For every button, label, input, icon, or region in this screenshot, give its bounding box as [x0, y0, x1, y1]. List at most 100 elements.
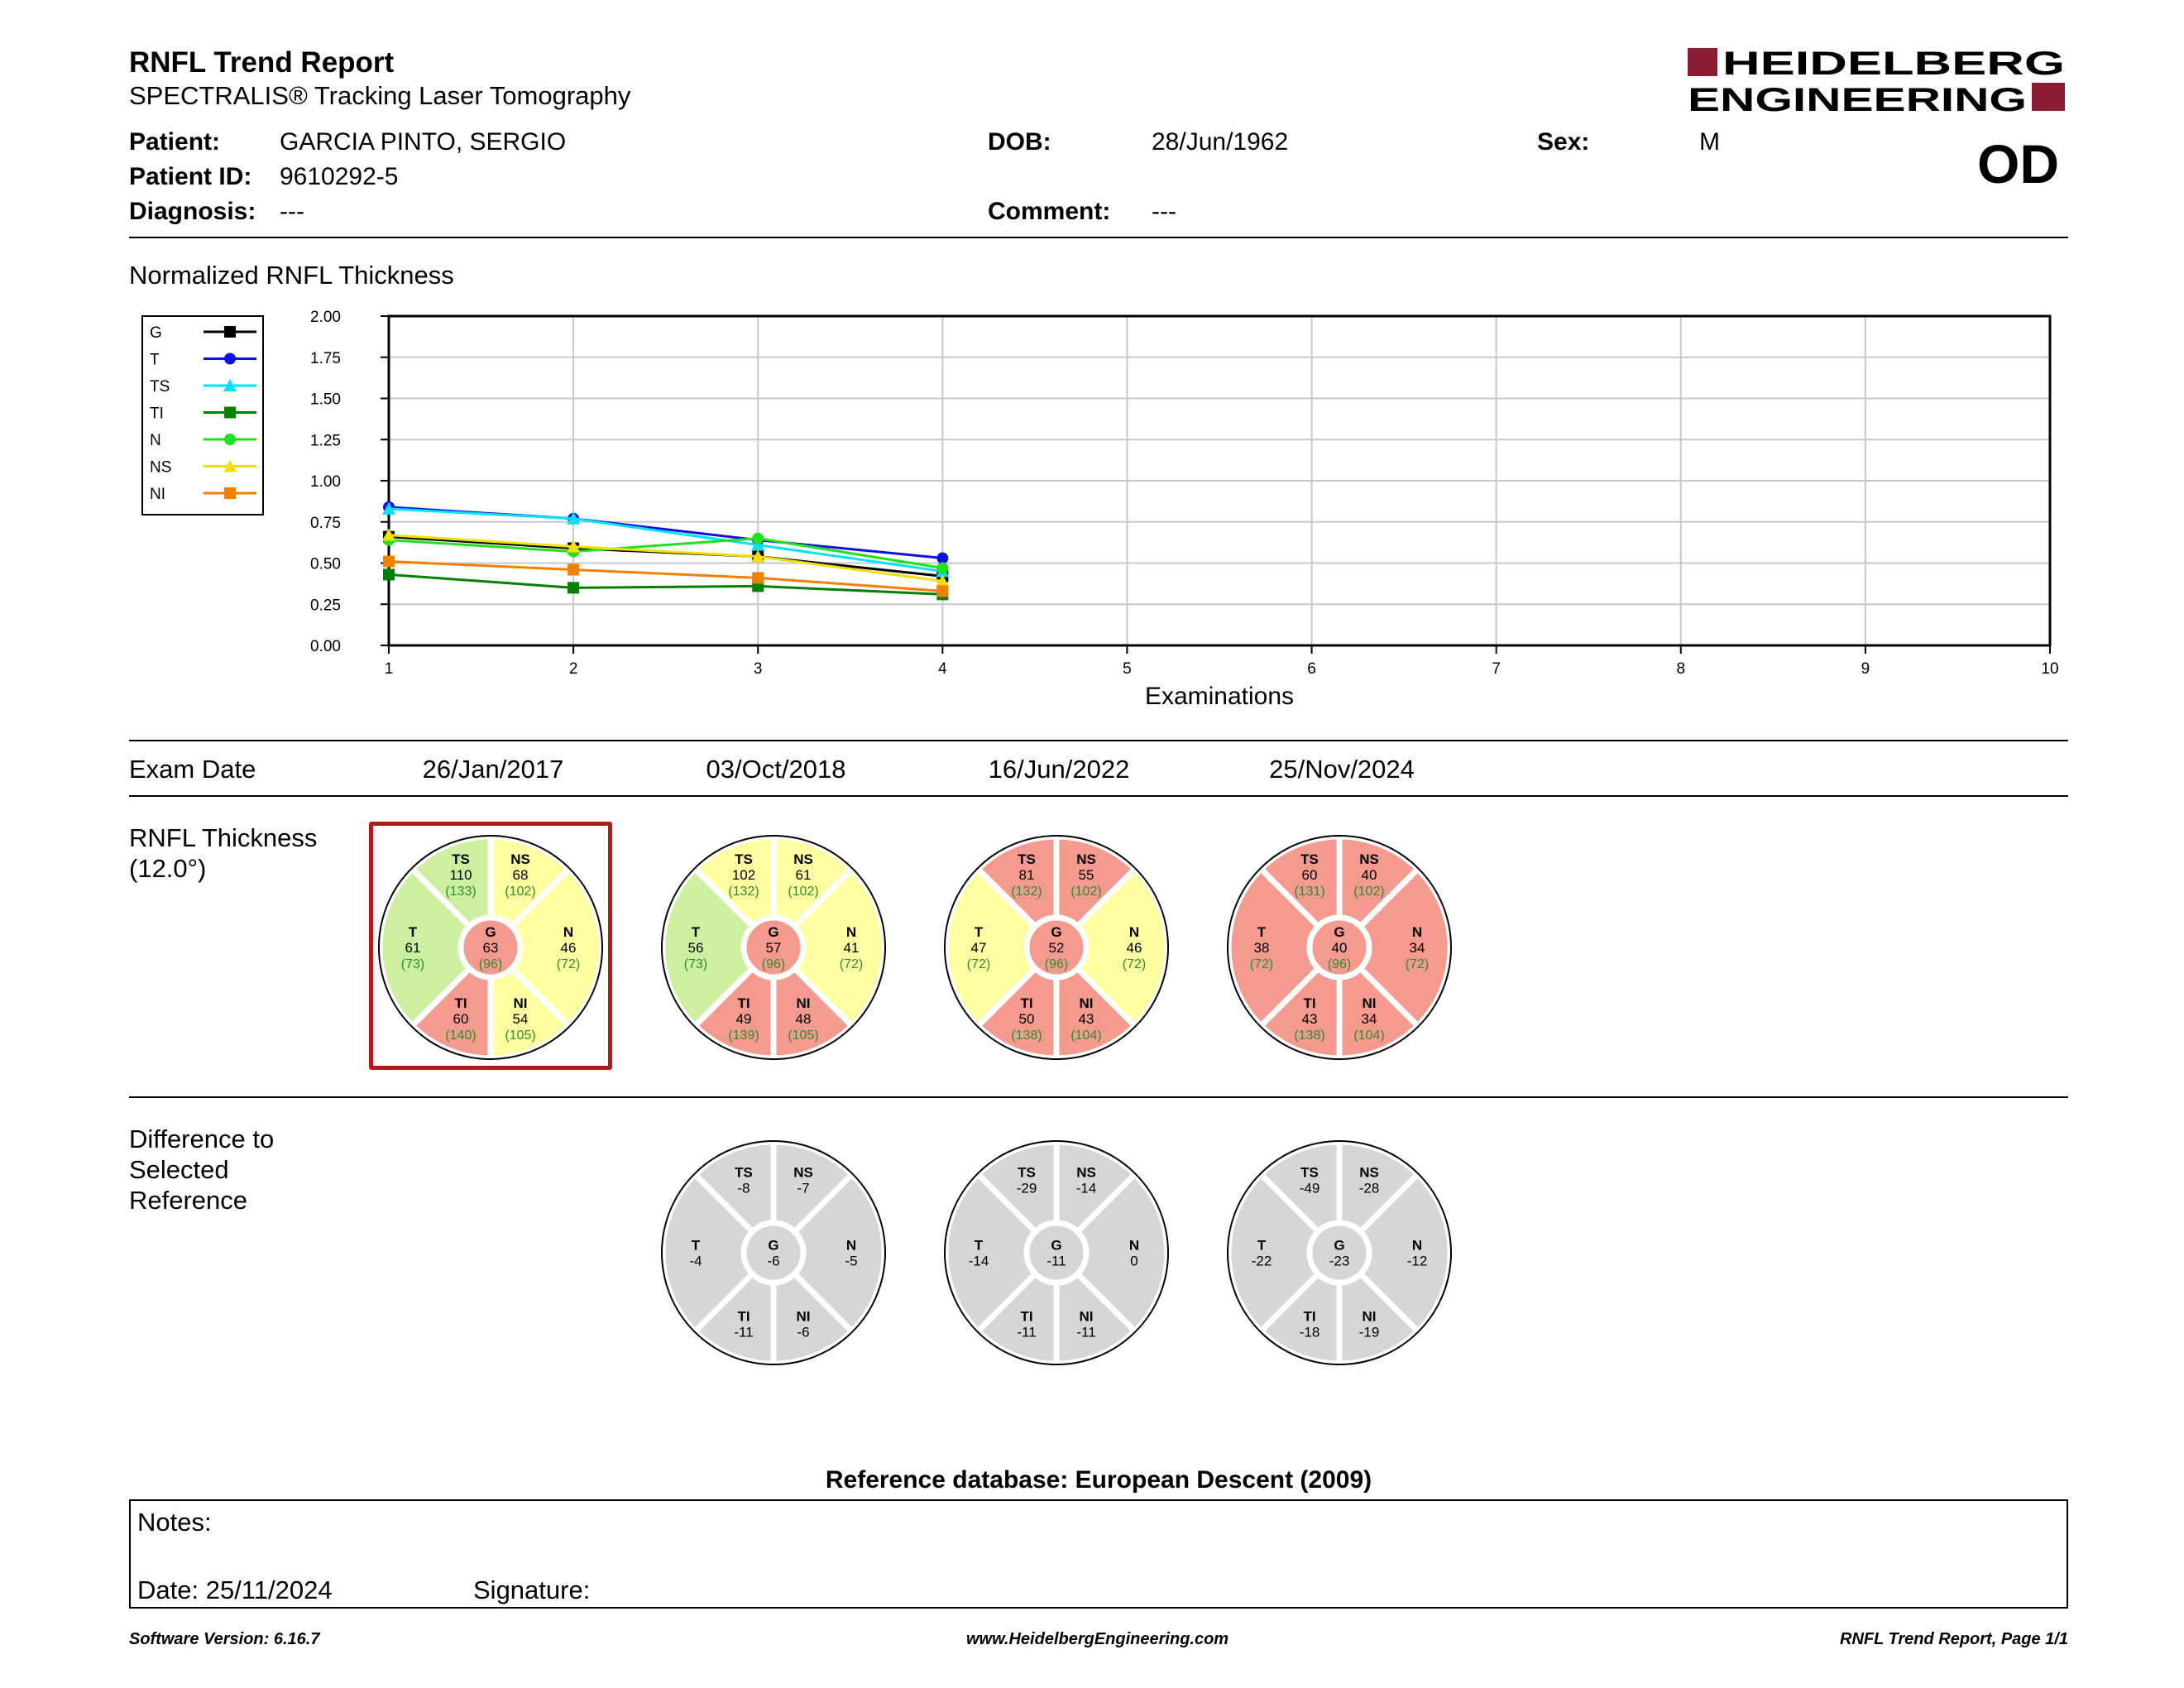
- y-tick-label: 1.50: [310, 391, 341, 409]
- difference-chart-4: TS-49 NS-28 T-22 G-23 N-12 TI-18 NI-19: [1225, 1139, 1454, 1367]
- sector-ts-name: TS: [452, 851, 470, 867]
- sector-g-name: G: [485, 924, 496, 940]
- sector-n-name: N: [846, 924, 856, 940]
- sex-value: M: [1699, 128, 1720, 156]
- sector-ns-name: NS: [1076, 851, 1096, 867]
- sector-ts-normal: (132): [1011, 885, 1042, 899]
- sector-n-name: N: [563, 924, 573, 940]
- sector-g-name: G: [1334, 924, 1344, 940]
- sector-t-name: T: [409, 924, 418, 940]
- sector-ns-name: NS: [510, 851, 530, 867]
- data-point-ni: [568, 563, 580, 576]
- sector-g-value: -23: [1329, 1254, 1350, 1269]
- x-tick-label: 6: [1307, 660, 1316, 678]
- sector-t-name: T: [1257, 924, 1267, 940]
- sector-ni-name: NI: [1363, 995, 1377, 1011]
- data-point-ni: [383, 555, 395, 568]
- sector-t-normal: (72): [1250, 957, 1273, 971]
- sector-g-value: -11: [1046, 1254, 1066, 1269]
- data-point-ns: [382, 528, 395, 541]
- heidelberg-logo: HEIDELBERG ENGINEERING: [1688, 45, 2068, 118]
- sector-ni-normal: (104): [1070, 1029, 1101, 1043]
- rnfl-chart-4: TS60(131)NS40(102)T38(72)G40(96)N34(72)T…: [1225, 833, 1454, 1062]
- data-point-ti: [383, 568, 395, 581]
- sector-ns-value: 55: [1079, 867, 1094, 883]
- chart-divider: [129, 740, 2068, 741]
- x-axis-label: Examinations: [1145, 683, 1294, 710]
- chart-legend: GT TS TI N NS NI: [141, 315, 264, 516]
- sector-ti-value: 60: [453, 1011, 469, 1027]
- exam-date-3: 16/Jun/2022: [988, 755, 1130, 784]
- sector-ts-value: -8: [737, 1181, 750, 1196]
- sex-label: Sex:: [1537, 128, 1590, 156]
- sector-ns-normal: (102): [1353, 885, 1384, 899]
- sector-ti-value: -11: [1017, 1325, 1036, 1340]
- y-tick-label: 2.00: [310, 309, 341, 326]
- logo-line1: HEIDELBERG: [1722, 46, 2065, 82]
- legend-label: T: [150, 352, 160, 369]
- sector-g-name: G: [1334, 1238, 1344, 1254]
- sector-ns-normal: (102): [1070, 885, 1101, 899]
- sector-g-normal: (96): [479, 957, 502, 971]
- sector-ni-value: 43: [1079, 1011, 1094, 1027]
- y-tick-label: 0.50: [310, 556, 341, 573]
- sector-t-name: T: [975, 924, 984, 940]
- chart-section-title: Normalized RNFL Thickness: [129, 261, 454, 290]
- x-tick-label: 7: [1492, 660, 1501, 678]
- sector-n-value: 34: [1410, 940, 1425, 956]
- sector-ti-name: TI: [1020, 1309, 1032, 1325]
- sector-t-name: T: [1257, 1238, 1267, 1254]
- sector-t-value: -14: [969, 1254, 989, 1269]
- series-line-n: [388, 537, 943, 569]
- website-link[interactable]: www.HeidelbergEngineering.com: [966, 1630, 1229, 1648]
- data-point-ts: [567, 511, 581, 525]
- difference-label-line2: Selected: [129, 1155, 229, 1184]
- sector-n-normal: (72): [840, 957, 863, 971]
- x-tick-label: 3: [754, 660, 763, 678]
- sector-ts-name: TS: [1018, 1165, 1036, 1181]
- notes-signature: Signature:: [473, 1575, 591, 1604]
- sector-n-value: 0: [1130, 1254, 1138, 1269]
- sector-t-normal: (72): [967, 957, 990, 971]
- sector-g-value: 57: [766, 940, 782, 956]
- selected-reference-frame[interactable]: [369, 822, 612, 1070]
- sector-g-normal: (96): [1045, 957, 1068, 971]
- exam-date-2: 03/Oct/2018: [706, 755, 846, 784]
- sector-n-value: 46: [1127, 940, 1142, 956]
- sector-ni-name: NI: [797, 1309, 811, 1325]
- sector-ti-name: TI: [1303, 995, 1315, 1011]
- comment-value: ---: [1152, 198, 1176, 225]
- sector-t-value: 56: [688, 940, 704, 956]
- sector-ti-value: 43: [1302, 1011, 1318, 1027]
- sector-ti-value: -18: [1300, 1325, 1320, 1340]
- patient-id: 9610292-5: [280, 163, 399, 190]
- patient-name: GARCIA PINTO, SERGIO: [280, 128, 567, 156]
- sector-ts-normal: (131): [1294, 885, 1324, 899]
- sector-n-value: -5: [845, 1254, 857, 1269]
- trend-chart: 1 2 3 4 5 6 7 8 9 10 0.00 0.25 0.50 0.75 1.00 1.25 1.50 1…: [141, 309, 2059, 710]
- sector-g-normal: (96): [1328, 957, 1351, 971]
- sector-ts-name: TS: [735, 1165, 753, 1181]
- sector-ti-name: TI: [1303, 1309, 1315, 1325]
- sector-g: [1306, 914, 1372, 981]
- legend-label: G: [150, 324, 162, 342]
- sector-ns-value: -7: [797, 1181, 809, 1196]
- sector-ns-value: 68: [513, 867, 529, 883]
- x-tick-label: 4: [938, 660, 947, 678]
- x-tick-label: 9: [1861, 660, 1870, 678]
- legend-marker-ns: [223, 459, 237, 472]
- notes-box[interactable]: Notes: Date: 25/11/2024 Signature:: [129, 1499, 2068, 1609]
- sector-ti-normal: (138): [1011, 1029, 1042, 1043]
- sector-ns-name: NS: [793, 1165, 813, 1181]
- exam-date-1: 26/Jan/2017: [422, 755, 564, 784]
- logo-line2: ENGINEERING: [1688, 82, 2027, 116]
- y-tick-label: 0.00: [310, 638, 341, 655]
- sector-ts-normal: (132): [728, 885, 759, 899]
- sector-ts-name: TS: [1300, 851, 1319, 867]
- sector-n-normal: (72): [1123, 957, 1146, 971]
- sector-g-value: -6: [767, 1254, 779, 1269]
- data-point-ni: [752, 572, 764, 584]
